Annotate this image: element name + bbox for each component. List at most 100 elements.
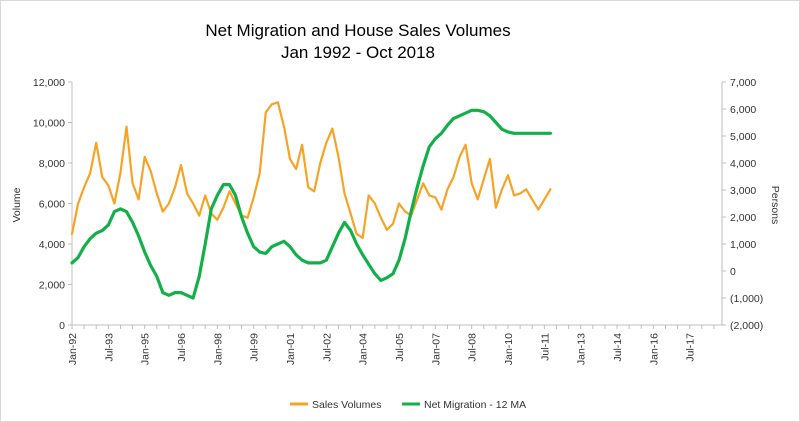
net-migration-point (204, 243, 206, 245)
sales-volumes-point (434, 196, 437, 199)
left-tick-label: 12,000 (33, 77, 65, 89)
x-tick-label: Jan-10 (503, 333, 515, 365)
sales-volumes-point (495, 206, 497, 209)
sales-volumes-point (307, 186, 310, 189)
sales-volumes-point (156, 192, 158, 195)
net-migration-point (77, 256, 79, 259)
sales-volumes-point (489, 158, 491, 160)
net-migration-point (198, 275, 200, 278)
net-migration-line (70, 108, 553, 300)
sales-volumes-point (543, 198, 546, 201)
left-axis-title: Volume (11, 187, 23, 222)
net-migration-point (422, 164, 425, 167)
net-migration-point (107, 224, 110, 226)
x-tick-label: Jan-04 (358, 333, 370, 365)
sales-volumes-point (470, 182, 473, 185)
net-migration-point (416, 186, 419, 189)
sales-volumes-point (374, 202, 376, 205)
net-migration-point (361, 254, 364, 256)
sales-volumes-point (277, 101, 279, 104)
net-migration-point (440, 132, 443, 135)
sales-volumes-point (101, 176, 104, 178)
left-tick-label: 10,000 (33, 118, 65, 130)
net-migration-point (277, 243, 279, 245)
net-migration-point (313, 262, 316, 264)
sales-volumes-point (283, 125, 285, 128)
sales-volumes-point (119, 172, 122, 174)
sales-volumes-point (501, 188, 503, 191)
sales-volumes-point (313, 190, 316, 193)
net-migration-point (367, 263, 370, 266)
sales-volumes-point (319, 162, 322, 164)
net-migration-point (168, 294, 170, 297)
net-migration-point (349, 229, 352, 232)
sales-volumes-point (252, 196, 255, 199)
sales-volumes-point (446, 188, 449, 191)
sales-volumes-point (483, 178, 485, 180)
sales-volumes-point (380, 216, 382, 219)
net-migration-point (131, 221, 134, 224)
sales-volumes-point (149, 170, 152, 172)
sales-volumes-point (137, 198, 140, 201)
chart-title: Net Migration and House Sales Volumes (205, 21, 510, 40)
x-tick-label: Jul-11 (539, 333, 551, 361)
right-tick-label: 4,000 (730, 158, 756, 170)
sales-volumes-point (331, 127, 334, 130)
sales-volumes-point (549, 188, 552, 191)
x-tick-label: Jul-17 (685, 333, 697, 362)
right-tick-label: 1,000 (730, 239, 756, 251)
x-axis-ticks: Jan-92 Jul-93 Jan-95 Jul-96 Jan-98 Jul-99 Jan-… (67, 325, 715, 365)
net-migration-point (337, 232, 340, 234)
net-migration-point (289, 245, 291, 248)
right-tick-label: 0 (730, 266, 736, 278)
net-migration-point (216, 194, 219, 197)
net-migration-point (458, 115, 461, 117)
x-tick-label: Jan-16 (648, 333, 660, 365)
net-migration-point (301, 259, 303, 262)
sales-volumes-point (174, 186, 176, 189)
series-layer (70, 101, 553, 300)
net-migration-point (180, 291, 182, 294)
sales-volumes-point (537, 208, 540, 211)
sales-volumes-point (246, 216, 249, 219)
net-migration-point (374, 272, 376, 275)
net-migration-point (95, 232, 97, 234)
sales-volumes-point (83, 186, 85, 189)
sales-volumes-point (289, 158, 291, 160)
x-tick-label: Jul-05 (394, 333, 406, 362)
net-migration-point (495, 121, 497, 124)
net-migration-point (162, 291, 164, 294)
sales-volumes-point (355, 233, 358, 235)
net-migration-point (483, 110, 485, 113)
net-migration-point (101, 229, 104, 232)
sales-volumes-point (168, 202, 170, 205)
sales-volumes-point (265, 111, 267, 114)
net-migration-point (149, 264, 152, 267)
sales-volumes-point (440, 208, 443, 211)
net-migration-point (446, 124, 449, 126)
net-migration-point (386, 277, 388, 279)
left-tick-label: 4,000 (39, 239, 65, 251)
net-migration-point (283, 240, 285, 243)
x-tick-label: Jul-02 (321, 333, 333, 362)
net-migration-point (380, 279, 382, 282)
sales-volumes-point (125, 125, 128, 128)
net-migration-point (295, 254, 297, 256)
sales-volumes-point (476, 198, 479, 201)
x-tick-label: Jul-99 (249, 333, 261, 362)
sales-volumes-point (531, 198, 533, 201)
right-tick-label: 7,000 (730, 77, 756, 89)
sales-volumes-point (192, 202, 194, 205)
net-migration-point (119, 208, 122, 210)
net-migration-point (228, 183, 231, 186)
net-migration-point (543, 132, 546, 135)
sales-volumes-point (458, 156, 461, 158)
net-migration-point (549, 132, 552, 135)
sales-volumes-point (464, 144, 467, 146)
net-migration-point (174, 291, 176, 294)
sales-volumes-point (386, 229, 388, 231)
sales-volumes-point (525, 188, 527, 191)
sales-volumes-point (198, 214, 200, 217)
chart-subtitle: Jan 1992 - Oct 2018 (281, 43, 435, 62)
